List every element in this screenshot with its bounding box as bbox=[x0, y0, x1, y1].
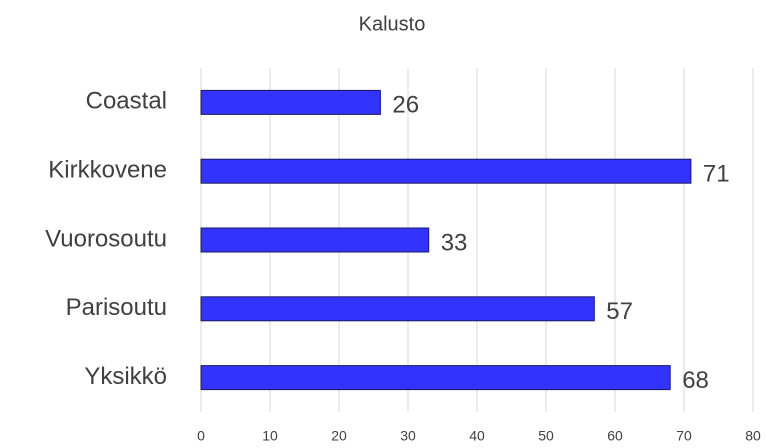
data-label: 68 bbox=[682, 367, 709, 394]
y-tick-label: Coastal bbox=[86, 88, 167, 115]
x-tick-label: 50 bbox=[538, 428, 554, 444]
bar bbox=[200, 158, 692, 184]
bar bbox=[200, 89, 381, 115]
x-tick-label: 0 bbox=[197, 428, 205, 444]
x-tick-label: 80 bbox=[745, 428, 761, 444]
bar bbox=[200, 296, 595, 322]
y-tick-label: Parisoutu bbox=[66, 294, 167, 321]
x-tick-label: 20 bbox=[331, 428, 347, 444]
bar bbox=[200, 365, 671, 391]
x-tick-label: 30 bbox=[400, 428, 416, 444]
data-label: 26 bbox=[392, 92, 419, 119]
data-label: 33 bbox=[441, 229, 468, 256]
x-tick-label: 40 bbox=[469, 428, 485, 444]
chart-title: Kalusto bbox=[359, 13, 426, 35]
data-label: 71 bbox=[703, 161, 730, 188]
y-tick-label: Vuorosoutu bbox=[45, 225, 167, 252]
x-tick-label: 10 bbox=[262, 428, 278, 444]
y-tick-label: Kirkkovene bbox=[48, 157, 167, 184]
y-tick-label: Yksikkö bbox=[84, 363, 167, 390]
x-tick-label: 70 bbox=[676, 428, 692, 444]
data-label: 57 bbox=[606, 298, 633, 325]
x-tick-label: 60 bbox=[607, 428, 623, 444]
bar bbox=[200, 227, 430, 253]
